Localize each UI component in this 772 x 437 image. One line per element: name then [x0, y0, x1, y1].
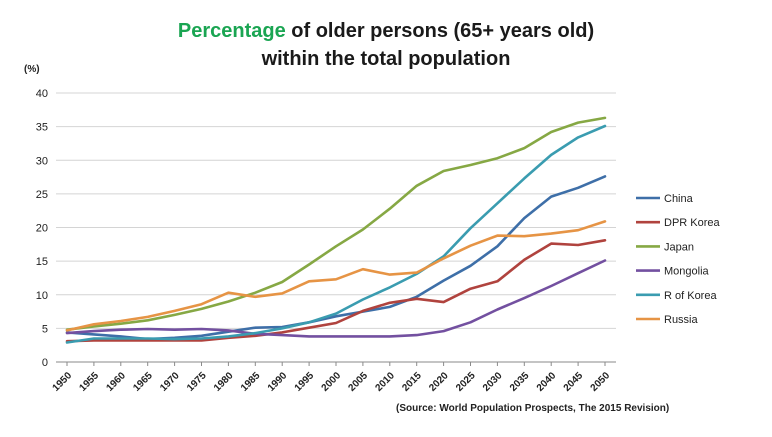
y-tick-label: 35: [36, 122, 48, 134]
y-tick-label: 20: [36, 223, 48, 235]
x-tick-label: 2005: [347, 370, 371, 394]
y-tick-label: 5: [42, 323, 48, 335]
series-line: [65, 220, 607, 332]
x-tick-label: 2015: [400, 370, 424, 394]
x-tick-label: 2040: [535, 370, 559, 394]
chart-title-line-2: within the total population: [261, 48, 511, 70]
x-tick-label: 1970: [158, 370, 182, 394]
legend-label: R of Korea: [664, 290, 717, 302]
series-line: [65, 259, 607, 338]
source-note: (Source: World Population Prospects, The…: [396, 403, 670, 414]
chart-title-rest: of older persons (65+ years old): [291, 20, 595, 42]
x-tick-label: 1960: [104, 370, 128, 394]
x-tick-label: 2035: [508, 370, 532, 394]
legend-label: Mongolia: [664, 266, 710, 278]
x-tick-label: 1990: [266, 370, 290, 394]
legend-label: Russia: [664, 314, 699, 326]
x-tick-label: 2000: [320, 370, 344, 394]
x-tick-label: 2045: [562, 370, 586, 394]
legend-label: DPR Korea: [664, 217, 721, 229]
y-tick-label: 40: [36, 88, 48, 100]
x-tick-label: 1980: [212, 370, 236, 394]
series-line: [65, 116, 607, 332]
legend-label: Japan: [664, 241, 694, 253]
x-tick-label: 2050: [589, 370, 613, 394]
x-tick-label: 2025: [454, 370, 478, 394]
y-tick-label: 10: [36, 290, 48, 302]
x-tick-label: 1965: [131, 370, 155, 394]
x-tick-label: 1950: [51, 370, 75, 394]
x-tick-label: 1995: [293, 370, 317, 394]
x-tick-label: 1985: [239, 370, 263, 394]
x-tick-label: 2020: [427, 370, 451, 394]
y-tick-label: 25: [36, 189, 48, 201]
x-tick-label: 1955: [78, 370, 102, 394]
x-tick-label: 2030: [481, 370, 505, 394]
chart-title-accent: Percentage: [177, 20, 286, 42]
legend-label: China: [664, 193, 694, 205]
series-line: [65, 239, 607, 343]
y-tick-label: 0: [42, 357, 48, 369]
x-tick-label: 2010: [373, 370, 397, 394]
y-tick-label: 15: [36, 256, 48, 268]
y-axis-title: (%): [24, 64, 40, 75]
chart-title-line-1: Percentage of older persons (65+ years o…: [0, 20, 772, 43]
x-tick-label: 1975: [185, 370, 209, 394]
y-tick-label: 30: [36, 155, 48, 167]
series-line: [65, 124, 607, 344]
